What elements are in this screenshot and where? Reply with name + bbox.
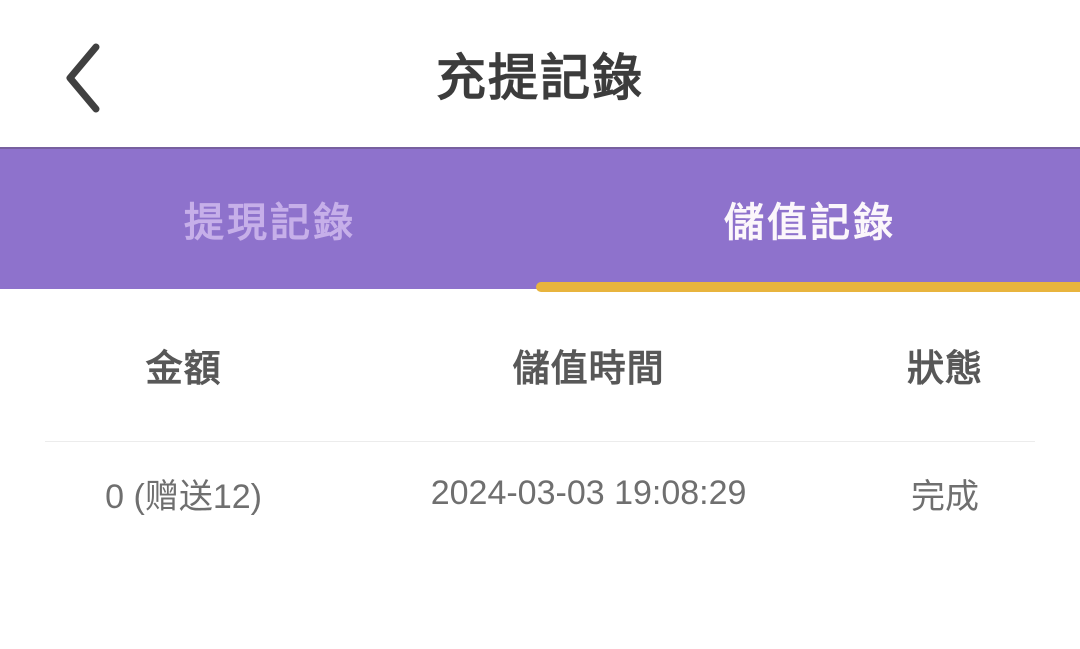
records-table: 金額 儲值時間 狀態 0 (赠送12) 2024-03-03 19:08:29 … (0, 289, 1080, 545)
tab-deposit-label: 儲值記錄 (724, 201, 896, 245)
table-divider (45, 441, 1035, 442)
row-amount: 0 (赠送12) (105, 478, 262, 516)
tab-withdrawal-label: 提現記錄 (184, 201, 356, 245)
chevron-left-icon (62, 42, 102, 114)
tab-withdrawal-records[interactable]: 提現記錄 (0, 149, 540, 289)
tab-deposit-records[interactable]: 儲值記錄 (540, 149, 1080, 289)
column-header-status: 狀態 (906, 348, 983, 389)
table-header-row: 金額 儲值時間 狀態 (0, 289, 1080, 441)
table-row: 0 (赠送12) 2024-03-03 19:08:29 完成 (0, 442, 1080, 545)
active-tab-indicator (536, 282, 1080, 292)
row-time: 2024-03-03 19:08:29 (430, 474, 747, 512)
row-status: 完成 (910, 478, 979, 516)
tab-bar: 提現記錄 儲值記錄 (0, 147, 1080, 292)
page-title: 充提記錄 (436, 49, 644, 106)
column-header-amount: 金額 (145, 348, 222, 389)
column-header-time: 儲值時間 (512, 348, 665, 389)
back-button[interactable] (48, 32, 116, 124)
navbar: 充提記錄 (0, 0, 1080, 147)
